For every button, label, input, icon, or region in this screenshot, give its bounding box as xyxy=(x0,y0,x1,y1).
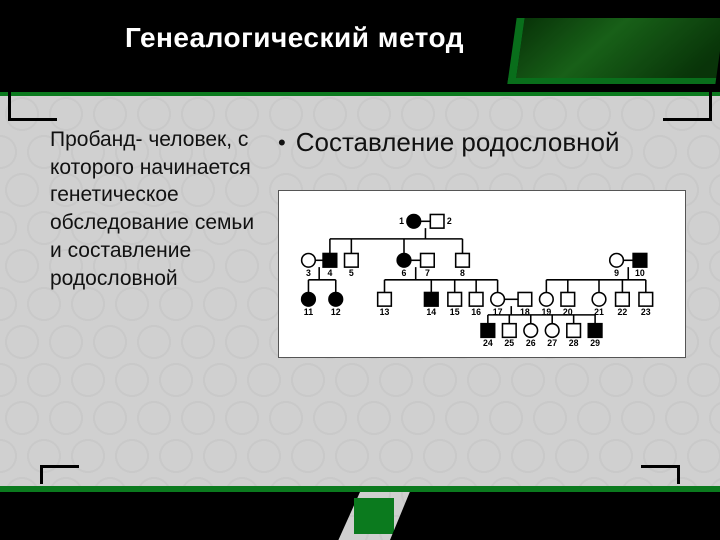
svg-text:7: 7 xyxy=(425,268,430,278)
corner-bracket-bottom-left xyxy=(40,465,79,484)
svg-text:4: 4 xyxy=(327,268,332,278)
svg-text:9: 9 xyxy=(614,268,619,278)
svg-text:15: 15 xyxy=(450,307,460,317)
svg-text:23: 23 xyxy=(641,307,651,317)
svg-text:20: 20 xyxy=(563,307,573,317)
footer-gap-accent xyxy=(354,498,394,534)
svg-text:16: 16 xyxy=(471,307,481,317)
svg-text:18: 18 xyxy=(520,307,530,317)
svg-text:3: 3 xyxy=(306,268,311,278)
svg-text:8: 8 xyxy=(460,268,465,278)
bullet-icon: • xyxy=(278,126,286,160)
svg-text:17: 17 xyxy=(493,307,503,317)
pedigree-chart: 1234567891011121314151617181920212223242… xyxy=(278,190,686,358)
bullet-item: • Составление родословной xyxy=(278,126,686,160)
svg-text:14: 14 xyxy=(426,307,436,317)
footer-block-right xyxy=(390,492,720,540)
svg-text:2: 2 xyxy=(447,216,452,226)
slide-title: Генеалогический метод xyxy=(125,22,464,54)
svg-text:27: 27 xyxy=(547,338,557,347)
definition-text: Пробанд- человек, с которого начинается … xyxy=(50,126,260,292)
svg-text:19: 19 xyxy=(541,307,551,317)
svg-text:28: 28 xyxy=(569,338,579,347)
svg-text:5: 5 xyxy=(349,268,354,278)
svg-text:25: 25 xyxy=(504,338,514,347)
pedigree-svg: 1234567891011121314151617181920212223242… xyxy=(287,197,677,347)
svg-text:12: 12 xyxy=(331,307,341,317)
footer-accent-bar xyxy=(0,486,720,492)
svg-text:6: 6 xyxy=(402,268,407,278)
svg-text:22: 22 xyxy=(618,307,628,317)
svg-text:26: 26 xyxy=(526,338,536,347)
svg-text:10: 10 xyxy=(635,268,645,278)
svg-text:24: 24 xyxy=(483,338,493,347)
svg-text:21: 21 xyxy=(594,307,604,317)
svg-text:13: 13 xyxy=(380,307,390,317)
slide-header: Генеалогический метод xyxy=(0,0,720,92)
slide-body: Пробанд- человек, с которого начинается … xyxy=(0,96,720,486)
svg-text:1: 1 xyxy=(399,216,404,226)
svg-text:29: 29 xyxy=(590,338,600,347)
header-accent-graphic xyxy=(507,18,720,84)
corner-bracket-bottom-right xyxy=(641,465,680,484)
svg-text:11: 11 xyxy=(304,307,313,317)
bullet-text: Составление родословной xyxy=(296,126,620,160)
footer-block-left xyxy=(0,492,360,540)
